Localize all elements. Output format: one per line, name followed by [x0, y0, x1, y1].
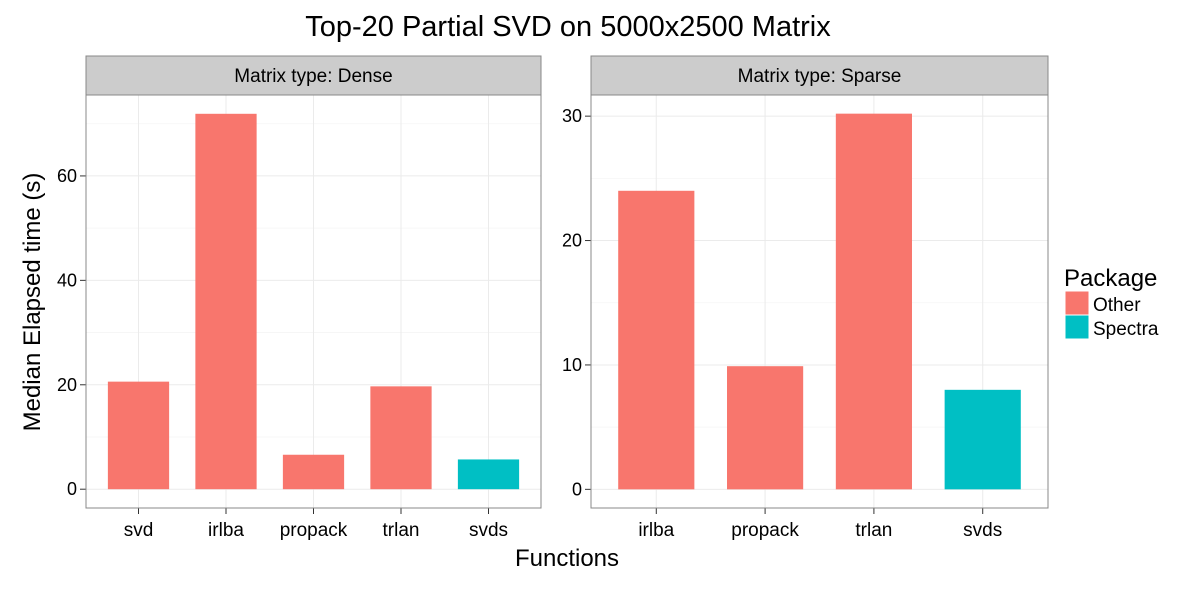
legend-title: Package [1064, 265, 1157, 292]
x-tick-label: propack [731, 520, 799, 541]
y-tick-label: 30 [562, 106, 582, 126]
bar-trlan [370, 386, 432, 490]
x-tick-label: trlan [383, 520, 420, 541]
facet-strip-label: Matrix type: Dense [234, 66, 392, 87]
x-tick-label: svd [124, 520, 154, 541]
facet-strip [590, 55, 1049, 96]
bar-irlba [618, 190, 695, 490]
x-tick-label: irlba [208, 520, 244, 541]
x-axis-label: Functions [515, 545, 619, 572]
y-tick-label: 20 [562, 231, 582, 251]
y-tick-label: 0 [67, 479, 77, 499]
y-axis-label: Median Elapsed time (s) [19, 173, 46, 432]
bar-svd [107, 381, 170, 490]
facet-strip [85, 55, 542, 96]
y-tick-label: 20 [57, 375, 77, 395]
panel-border [590, 94, 1049, 509]
y-tick-label: 10 [562, 355, 582, 375]
legend-label-other: Other [1093, 295, 1141, 316]
x-tick-label: propack [280, 520, 348, 541]
x-tick-label: irlba [638, 520, 674, 541]
y-tick-label: 40 [57, 270, 77, 290]
y-tick-label: 0 [572, 479, 582, 499]
facet-strip-label: Matrix type: Sparse [738, 66, 902, 87]
x-tick-label: svds [963, 520, 1002, 541]
bar-propack [727, 366, 804, 490]
bar-svds [944, 389, 1021, 490]
facet-panel-dense: Matrix type: Dense 0 20 40 60 svd irlba propack… [57, 55, 542, 541]
legend-label-spectra: Spectra [1093, 319, 1159, 340]
x-tick-label: svds [469, 520, 508, 541]
legend: Package Other Spectra [1064, 265, 1159, 340]
bar-propack [282, 454, 345, 490]
bar-trlan [835, 113, 912, 490]
legend-key-other [1064, 290, 1090, 316]
bar-svds [457, 459, 520, 490]
facet-panel-sparse: Matrix type: Sparse 0 10 20 30 irlba propack tr… [562, 55, 1049, 541]
chart-title: Top-20 Partial SVD on 5000x2500 Matrix [305, 11, 831, 43]
x-tick-label: trlan [855, 520, 892, 541]
panel-border [85, 94, 542, 509]
y-tick-label: 60 [57, 166, 77, 186]
bar-irlba [195, 113, 257, 490]
legend-key-spectra [1064, 314, 1090, 340]
